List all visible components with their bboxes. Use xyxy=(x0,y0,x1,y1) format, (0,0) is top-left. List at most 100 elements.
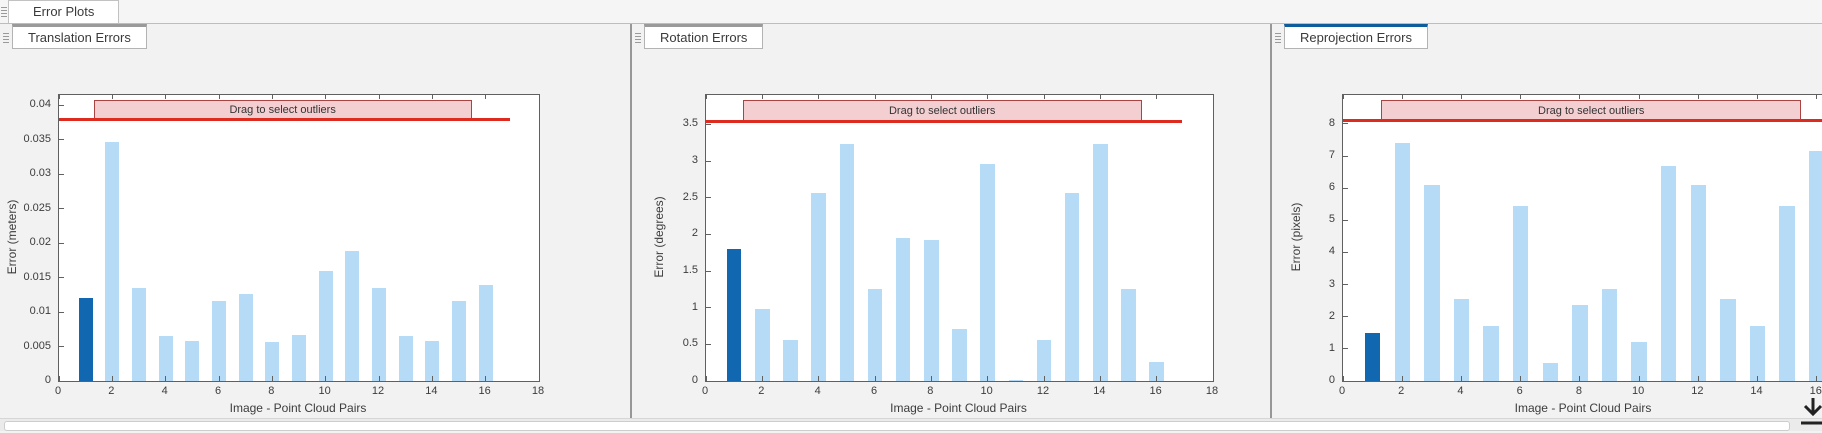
bar-10[interactable] xyxy=(980,163,995,381)
status-bar xyxy=(0,418,1822,431)
drag-grip-icon[interactable] xyxy=(635,33,641,44)
bar-14[interactable] xyxy=(1749,326,1766,381)
bar-6[interactable] xyxy=(212,301,226,381)
bar-15[interactable] xyxy=(1121,289,1136,381)
bar-13[interactable] xyxy=(398,335,413,381)
bar-5[interactable] xyxy=(839,144,855,381)
tab-rotation-errors[interactable]: Rotation Errors xyxy=(644,24,764,49)
y-tick xyxy=(59,311,64,313)
bar-16[interactable] xyxy=(478,284,493,381)
bar-1[interactable] xyxy=(1364,332,1381,381)
drag-grip-icon[interactable] xyxy=(3,33,9,44)
x-tick-label: 18 xyxy=(1205,385,1219,397)
y-tick-label: 0.005 xyxy=(23,339,51,352)
bar-8[interactable] xyxy=(924,240,939,381)
x-tick xyxy=(165,376,167,381)
bar-13[interactable] xyxy=(1064,193,1080,381)
bar-6[interactable] xyxy=(867,289,883,381)
x-tick-label: 8 xyxy=(1575,385,1582,397)
y-tick-label: 6 xyxy=(1328,181,1335,194)
x-tick xyxy=(1697,376,1699,381)
bar-14[interactable] xyxy=(425,341,440,381)
export-download-icon[interactable] xyxy=(1799,396,1822,428)
bar-1[interactable] xyxy=(726,249,742,381)
bar-16[interactable] xyxy=(1809,151,1822,381)
bar-9[interactable] xyxy=(1601,289,1618,381)
bar-12[interactable] xyxy=(1690,184,1707,381)
x-tick xyxy=(218,376,220,381)
x-tick-label: 14 xyxy=(1093,385,1106,397)
x-tick-top xyxy=(218,95,220,99)
bar-7[interactable] xyxy=(1542,363,1558,381)
bar-7[interactable] xyxy=(895,238,911,381)
bar-16[interactable] xyxy=(1149,361,1164,381)
bar-11[interactable] xyxy=(1661,165,1677,381)
y-tick-label: 1 xyxy=(1328,341,1335,354)
bar-11[interactable] xyxy=(1008,379,1024,381)
x-tick-top xyxy=(874,95,876,99)
x-tick xyxy=(378,376,380,381)
x-tick xyxy=(1816,376,1818,381)
bar-2[interactable] xyxy=(755,309,770,381)
plot-area: Drag to select outliers xyxy=(1342,94,1822,382)
bar-11[interactable] xyxy=(345,251,360,381)
x-tick-top xyxy=(1043,95,1045,99)
drag-grip-icon[interactable] xyxy=(1,7,7,18)
bar-5[interactable] xyxy=(1483,326,1499,381)
bar-2[interactable] xyxy=(105,141,120,381)
y-tick-label: 2 xyxy=(691,227,698,240)
y-tick xyxy=(59,104,64,106)
bar-6[interactable] xyxy=(1512,205,1529,381)
panels-container: Translation Errors Drag to select outlie… xyxy=(0,24,1822,418)
bar-4[interactable] xyxy=(1453,299,1470,381)
y-tick-label: 0.035 xyxy=(23,132,51,145)
bar-3[interactable] xyxy=(132,287,146,381)
bar-8[interactable] xyxy=(1572,305,1588,381)
y-tick xyxy=(1343,316,1348,318)
bar-10[interactable] xyxy=(318,270,333,381)
bar-4[interactable] xyxy=(158,335,173,381)
x-tick xyxy=(1342,376,1344,381)
bar-13[interactable] xyxy=(1720,299,1736,381)
tab-reprojection-errors[interactable]: Reprojection Errors xyxy=(1284,24,1428,49)
bar-9[interactable] xyxy=(952,328,967,381)
x-tick-label: 2 xyxy=(758,385,765,397)
x-tick xyxy=(271,376,273,381)
y-tick-label: 0 xyxy=(691,374,698,386)
x-tick xyxy=(987,376,989,381)
x-tick xyxy=(1401,376,1403,381)
y-tick xyxy=(1343,219,1348,221)
bar-12[interactable] xyxy=(1036,339,1052,381)
bar-3[interactable] xyxy=(1424,184,1440,381)
bar-2[interactable] xyxy=(1394,143,1410,381)
x-tick-label: 6 xyxy=(1516,385,1523,397)
bar-9[interactable] xyxy=(292,334,306,381)
bar-7[interactable] xyxy=(238,294,253,381)
bar-14[interactable] xyxy=(1093,144,1108,381)
x-tick-label: 8 xyxy=(268,385,275,397)
x-tick-label: 16 xyxy=(1149,385,1162,397)
tab-translation-errors[interactable]: Translation Errors xyxy=(12,24,147,49)
bar-5[interactable] xyxy=(185,341,200,381)
reprojection-errors-chart: Drag to select outliers02468101214161801… xyxy=(1272,24,1822,418)
y-tick-label: 3 xyxy=(1328,277,1335,290)
translation-errors-chart: Drag to select outliers 0 2 4 6 8 10 12 14 16 18 0 0… xyxy=(0,24,630,418)
bar-12[interactable] xyxy=(372,287,386,381)
x-tick xyxy=(818,376,820,381)
tab-error-plots[interactable]: Error Plots xyxy=(8,0,120,23)
bar-10[interactable] xyxy=(1631,342,1647,381)
y-tick xyxy=(1343,348,1348,350)
bar-8[interactable] xyxy=(265,342,280,381)
x-tick-top xyxy=(987,95,989,99)
x-tick xyxy=(705,376,707,381)
bar-15[interactable] xyxy=(452,301,466,381)
x-tick-top xyxy=(538,95,540,99)
drag-grip-icon[interactable] xyxy=(1275,33,1281,44)
bar-1[interactable] xyxy=(78,298,93,381)
x-tick xyxy=(1638,376,1640,381)
bar-3[interactable] xyxy=(783,339,798,381)
bar-15[interactable] xyxy=(1779,205,1795,381)
bar-4[interactable] xyxy=(811,193,826,381)
document-tab-bar: Error Plots xyxy=(0,0,1822,24)
y-tick xyxy=(59,173,64,175)
